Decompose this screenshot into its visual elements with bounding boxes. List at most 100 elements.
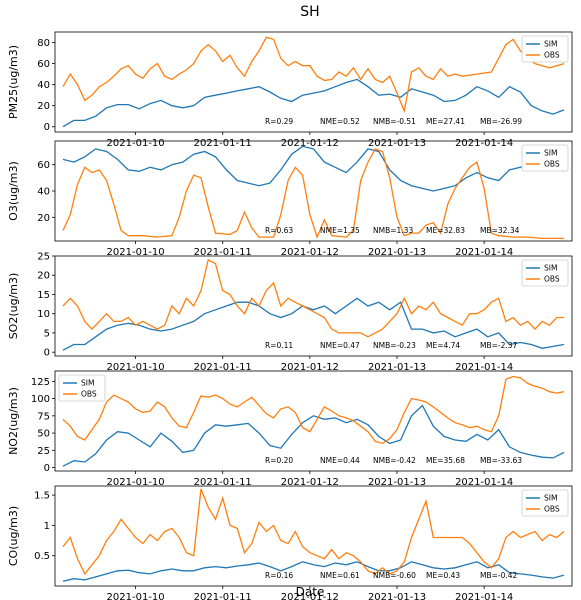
axes-frame: [54, 370, 573, 472]
x-tick-label: 2021-01-11: [194, 477, 252, 488]
stat-label: NME=0.44: [320, 456, 360, 465]
x-tick-label: 2021-01-10: [107, 247, 165, 258]
stat-label: NMB=-0.60: [373, 571, 416, 580]
stat-label: NME=0.47: [320, 341, 360, 350]
stat-label: R=0.16: [265, 571, 293, 580]
x-tick-label: 2021-01-11: [194, 362, 252, 373]
x-tick-label: 2021-01-13: [368, 247, 426, 258]
legend: SIM OBS: [521, 144, 569, 172]
series-line-sim: [62, 561, 565, 582]
axes-frame: [54, 31, 573, 133]
legend-label-sim: SIM: [544, 264, 557, 273]
y-tick-label: 25: [37, 446, 50, 457]
x-tick-label: 2021-01-14: [455, 592, 513, 600]
x-tick-label: 2021-01-10: [107, 592, 165, 600]
stat-label: MB=32.34: [480, 226, 520, 235]
x-tick-label: 2021-01-11: [194, 247, 252, 258]
stat-label: NMB=-0.51: [373, 117, 416, 126]
x-tick-label: 2021-01-12: [281, 477, 339, 488]
legend-label-sim: SIM: [544, 40, 557, 49]
x-tick-label: 2021-01-13: [368, 362, 426, 373]
y-tick-label: 50: [37, 429, 50, 440]
x-tick-label: 2021-01-11: [194, 138, 252, 149]
legend-label-obs: OBS: [544, 505, 560, 514]
panel-3: 0 5 10 15 20 25 2021-01-10 2021-01-11 2021-01-12…: [7, 252, 573, 373]
y-tick-label: 20: [37, 271, 50, 282]
y-tick-label: 0: [44, 463, 50, 474]
stat-label: ME=32.83: [426, 226, 465, 235]
x-tick-label: 2021-01-10: [107, 138, 165, 149]
stat-label: MB=-33.63: [480, 456, 522, 465]
stat-label: NMB=1.33: [373, 226, 413, 235]
legend-label-obs: OBS: [544, 275, 560, 284]
series-line-sim: [62, 404, 565, 467]
x-tick-label: 2021-01-13: [368, 477, 426, 488]
x-tick-label: 2021-01-12: [281, 592, 339, 600]
legend-label-obs: OBS: [544, 51, 560, 60]
x-tick-label: 2021-01-14: [455, 247, 513, 258]
y-tick-label: 40: [37, 187, 50, 198]
y-axis-label: O3(ug/m3): [7, 161, 20, 221]
y-tick-label: 15: [37, 290, 50, 301]
x-tick-label: 2021-01-13: [368, 138, 426, 149]
y-axis-label: SO2(ug/m3): [7, 273, 20, 340]
stat-label: MB=-2.37: [480, 341, 518, 350]
panel-4: 0 25 50 75 100 125 2021-01-10 2021-01-11 2021-01…: [7, 370, 573, 488]
stat-label: R=0.20: [265, 456, 293, 465]
y-tick-label: 20: [37, 101, 50, 112]
x-axis-label: Date: [296, 585, 325, 599]
legend-label-sim: SIM: [81, 379, 94, 388]
stat-label: NMB=-0.23: [373, 341, 416, 350]
series-line-sim: [62, 78, 565, 128]
stat-label: NMB=-0.42: [373, 456, 416, 465]
series-line-sim: [62, 297, 565, 351]
y-tick-label: 60: [37, 160, 50, 171]
series-line-obs: [62, 488, 565, 576]
stat-label: ME=0.43: [426, 571, 460, 580]
legend: SIM OBS: [521, 35, 569, 63]
stat-label: R=0.29: [265, 117, 293, 126]
stat-label: NME=0.52: [320, 117, 360, 126]
stat-label: MB=-26.99: [480, 117, 522, 126]
stat-label: MB=-0.42: [480, 571, 518, 580]
legend-label-sim: SIM: [544, 494, 557, 503]
stat-label: ME=35.68: [426, 456, 465, 465]
stat-label: R=0.11: [265, 341, 293, 350]
y-tick-label: 25: [37, 252, 50, 263]
legend-label-obs: OBS: [81, 390, 97, 399]
legend: SIM OBS: [521, 489, 569, 517]
axes-frame: [54, 485, 573, 587]
y-tick-label: 0: [44, 122, 50, 133]
y-tick-label: 0: [44, 348, 50, 359]
legend: SIM OBS: [58, 374, 106, 402]
y-axis-label: PM25(ug/m3): [7, 45, 20, 119]
x-tick-label: 2021-01-10: [107, 362, 165, 373]
panel-2: 20 40 60 2021-01-10 2021-01-11 2021-01-12 2021…: [7, 140, 573, 258]
x-tick-label: 2021-01-12: [281, 138, 339, 149]
x-tick-label: 2021-01-14: [455, 362, 513, 373]
x-tick-label: 2021-01-12: [281, 247, 339, 258]
axes-frame: [54, 255, 573, 357]
legend-label-sim: SIM: [544, 149, 557, 158]
y-tick-label: 0.5: [34, 551, 50, 562]
y-axis-label: NO2(ug/m3): [7, 387, 20, 455]
stat-label: NME=0.61: [320, 571, 360, 580]
y-tick-label: 75: [37, 411, 50, 422]
y-tick-label: 60: [37, 59, 50, 70]
x-tick-label: 2021-01-10: [107, 477, 165, 488]
x-tick-label: 2021-01-13: [368, 592, 426, 600]
stat-label: ME=27.41: [426, 117, 465, 126]
x-tick-label: 2021-01-12: [281, 362, 339, 373]
stat-label: R=0.63: [265, 226, 293, 235]
panel-1: 0 20 40 60 80 2021-01-10 2021-01-11 2021-01-12 2…: [7, 31, 573, 149]
y-tick-label: 40: [37, 80, 50, 91]
figure-title: SH: [300, 4, 319, 20]
y-tick-label: 1.5: [34, 491, 50, 502]
y-tick-label: 20: [37, 213, 50, 224]
y-tick-label: 1: [44, 521, 50, 532]
series-line-obs: [62, 148, 564, 240]
legend: SIM OBS: [521, 259, 569, 287]
x-tick-label: 2021-01-11: [194, 592, 252, 600]
